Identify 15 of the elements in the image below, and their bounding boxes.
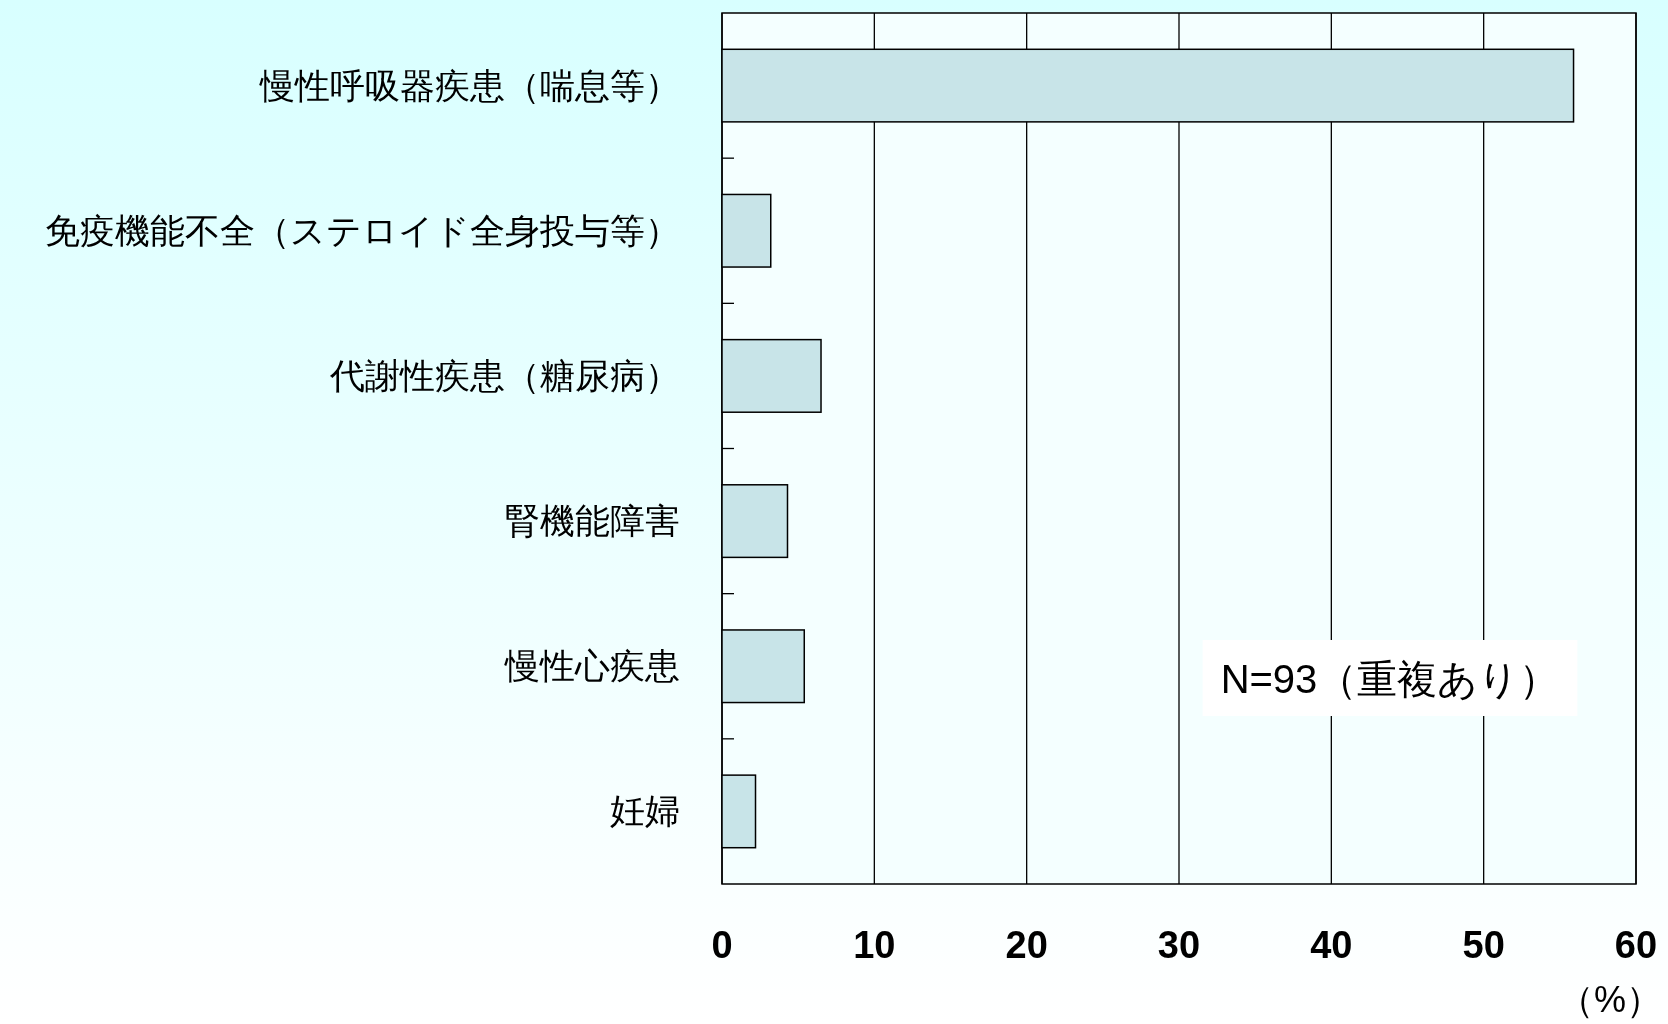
- annotation: N=93（重複あり）: [1220, 657, 1560, 701]
- x-axis-title: （%）: [1557, 979, 1662, 1020]
- y-tick-label: 慢性呼吸器疾患（喘息等）: [259, 65, 680, 105]
- x-tick-label: 0: [711, 924, 733, 966]
- y-tick-label: 代謝性疾患（糖尿病）: [329, 355, 680, 395]
- x-tick-label: 20: [1005, 924, 1048, 966]
- x-tick-label: 60: [1614, 924, 1658, 966]
- y-tick-label: 慢性心疾患: [504, 646, 680, 686]
- x-tick-label: 30: [1157, 924, 1201, 966]
- y-tick-label: 妊婦: [610, 791, 680, 831]
- x-tick-label: 10: [853, 924, 896, 966]
- x-tick-label: 40: [1310, 924, 1353, 966]
- y-tick-label: 免疫機能不全（ステロイド全身投与等）: [45, 210, 680, 250]
- y-tick-label: 腎機能障害: [505, 501, 680, 541]
- x-tick-label: 50: [1462, 924, 1505, 966]
